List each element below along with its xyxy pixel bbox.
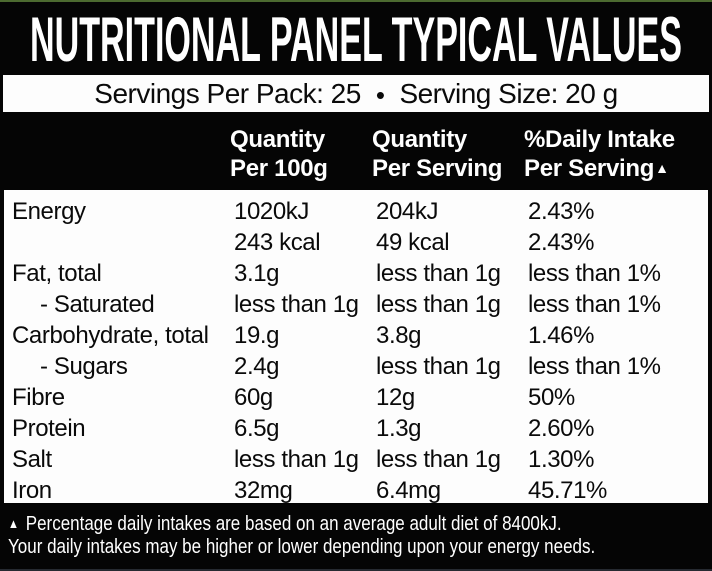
- column-header-per-serving: Quantity Per Serving: [372, 125, 524, 190]
- value-per-serving: less than 1g: [376, 291, 501, 318]
- footnote-text: Percentage daily intakes are based on an…: [25, 513, 562, 535]
- value-daily-intake: 1.46%: [528, 322, 595, 349]
- row-label: [12, 227, 234, 258]
- value-per-100g: 32mg: [234, 477, 293, 504]
- value-per-serving: less than 1g: [376, 260, 501, 287]
- panel-title-svg: NUTRITIONAL PANEL TYPICAL VALUES: [30, 7, 682, 71]
- value-daily-intake: 2.43%: [528, 198, 595, 225]
- value-per-100g: 19.g: [234, 322, 280, 349]
- top-edge-line: [0, 0, 712, 2]
- value-daily-intake: less than 1%: [528, 260, 661, 287]
- value-per-100g: 3.1g: [234, 260, 280, 287]
- value-per-100g: 6.5g: [234, 415, 280, 442]
- servings-per-pack: Servings Per Pack: 25: [94, 77, 361, 109]
- title-band: NUTRITIONAL PANEL TYPICAL VALUES: [0, 2, 712, 75]
- value-daily-intake: less than 1%: [528, 353, 661, 380]
- value-per-100g: 1020kJ: [234, 198, 309, 225]
- bullet-separator-icon: •: [375, 79, 385, 110]
- value-per-100g: 243 kcal: [234, 229, 321, 256]
- column-header-line: Per Serving▲: [524, 154, 712, 183]
- row-label: Fat, total: [12, 260, 102, 287]
- value-daily-intake: 50%: [528, 384, 575, 411]
- value-daily-intake: 2.60%: [528, 415, 595, 442]
- row-label: Energy: [12, 198, 86, 225]
- column-header-line: Per Serving: [372, 155, 503, 182]
- row-label: Salt: [12, 446, 52, 473]
- table-row: Energy 1020kJ 204kJ 2.43%: [4, 196, 708, 227]
- serving-size: Serving Size: 20 g: [399, 77, 618, 109]
- page-title: NUTRITIONAL PANEL TYPICAL VALUES: [30, 7, 682, 71]
- column-header-text: Per Serving: [524, 155, 655, 182]
- footnote-line-1: ▲ Percentage daily intakes are based on a…: [8, 512, 606, 536]
- column-header-per-100g: Quantity Per 100g: [230, 125, 372, 190]
- footnote-marker-icon: ▲: [8, 516, 19, 531]
- column-header-line: Quantity: [372, 126, 467, 153]
- table-row: Carbohydrate, total 19.g 3.8g 1.46%: [4, 320, 708, 351]
- value-daily-intake: 1.30%: [528, 446, 595, 473]
- row-label: Fibre: [12, 384, 65, 411]
- value-per-serving: 1.3g: [376, 415, 422, 442]
- value-per-serving: 6.4mg: [376, 477, 441, 504]
- value-per-serving: less than 1g: [376, 446, 501, 473]
- nutrition-table: Energy 1020kJ 204kJ 2.43% 243 kcal 49 kcal 2.4…: [4, 190, 708, 506]
- footnote-marker-icon: ▲: [655, 160, 669, 176]
- servings-info-bar: Servings Per Pack: 25 • Serving Size: 20…: [3, 75, 709, 112]
- footnote-band: ▲ Percentage daily intakes are based on a…: [0, 503, 712, 571]
- value-per-100g: 2.4g: [234, 353, 280, 380]
- column-header-line: Per 100g: [230, 155, 328, 182]
- row-label: - Saturated: [40, 291, 155, 318]
- column-header-daily-intake: %Daily Intake Per Serving▲: [524, 125, 712, 190]
- value-per-serving: less than 1g: [376, 353, 501, 380]
- value-daily-intake: 2.43%: [528, 229, 595, 256]
- row-label: Carbohydrate, total: [12, 322, 209, 349]
- value-per-serving: 204kJ: [376, 198, 439, 225]
- table-row: - Saturated less than 1g less than 1g less …: [4, 289, 708, 320]
- table-row: 243 kcal 49 kcal 2.43%: [4, 227, 708, 258]
- column-header-spacer: [8, 125, 230, 190]
- value-per-serving: 3.8g: [376, 322, 422, 349]
- value-daily-intake: less than 1%: [528, 291, 661, 318]
- row-label: - Sugars: [40, 353, 128, 380]
- column-header-line: Quantity: [230, 126, 325, 153]
- value-per-serving: 49 kcal: [376, 229, 450, 256]
- footnote-line-2: Your daily intakes may be higher or lowe…: [8, 536, 596, 558]
- bottom-edge-line: [0, 569, 712, 571]
- table-row: - Sugars 2.4g less than 1g less than 1%: [4, 351, 708, 382]
- value-per-100g: 60g: [234, 384, 273, 411]
- row-label: Iron: [12, 477, 52, 504]
- row-label: Protein: [12, 415, 86, 442]
- table-row: Fat, total 3.1g less than 1g less than 1%: [4, 258, 708, 289]
- table-row: Fibre 60g 12g 50%: [4, 382, 708, 413]
- column-header-row: Quantity Per 100g Quantity Per Serving %…: [0, 112, 712, 190]
- value-per-100g: less than 1g: [234, 446, 359, 473]
- table-row: Iron 32mg 6.4mg 45.71%: [4, 475, 708, 506]
- column-header-line: %Daily Intake: [524, 126, 675, 153]
- value-per-serving: 12g: [376, 384, 415, 411]
- table-row: Salt less than 1g less than 1g 1.30%: [4, 444, 708, 475]
- value-per-100g: less than 1g: [234, 291, 359, 318]
- value-daily-intake: 45.71%: [528, 477, 607, 504]
- table-row: Protein 6.5g 1.3g 2.60%: [4, 413, 708, 444]
